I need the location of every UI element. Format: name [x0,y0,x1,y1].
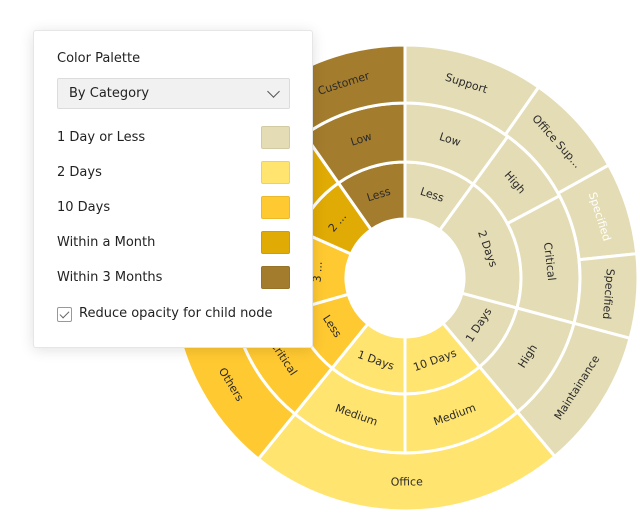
chevron-down-icon [267,85,280,98]
legend-label: Within 3 Months [57,270,163,285]
legend-item-within-a-month: Within a Month [57,231,290,255]
legend-item-1-day-or-less: 1 Day or Less [57,126,290,150]
legend-label: Within a Month [57,235,156,250]
segment-label: 3 ... [310,261,324,283]
legend-item-within-3-months: Within 3 Months [57,266,290,290]
legend-item-2-days: 2 Days [57,161,290,185]
color-swatch[interactable] [261,161,290,184]
palette-select-value: By Category [69,86,150,101]
color-swatch[interactable] [261,266,290,289]
segment-label: Low [349,130,374,149]
reduce-opacity-label: Reduce opacity for child node [79,306,273,321]
legend-item-10-days: 10 Days [57,196,290,220]
color-swatch[interactable] [261,126,290,149]
segment-label: Office [391,475,423,488]
color-swatch[interactable] [261,231,290,254]
legend-label: 2 Days [57,165,102,180]
legend-label: 1 Day or Less [57,130,146,145]
segment-label: Specified [600,268,617,319]
color-palette-panel: Color Palette By Category 1 Day or Less … [33,30,313,348]
palette-select[interactable]: By Category [57,78,290,109]
color-swatch[interactable] [261,196,290,219]
panel-title: Color Palette [57,51,141,66]
reduce-opacity-checkbox[interactable] [57,307,72,322]
legend-label: 10 Days [57,200,111,215]
segment-label: Low [438,130,463,149]
segment-label: Critical [541,242,558,282]
